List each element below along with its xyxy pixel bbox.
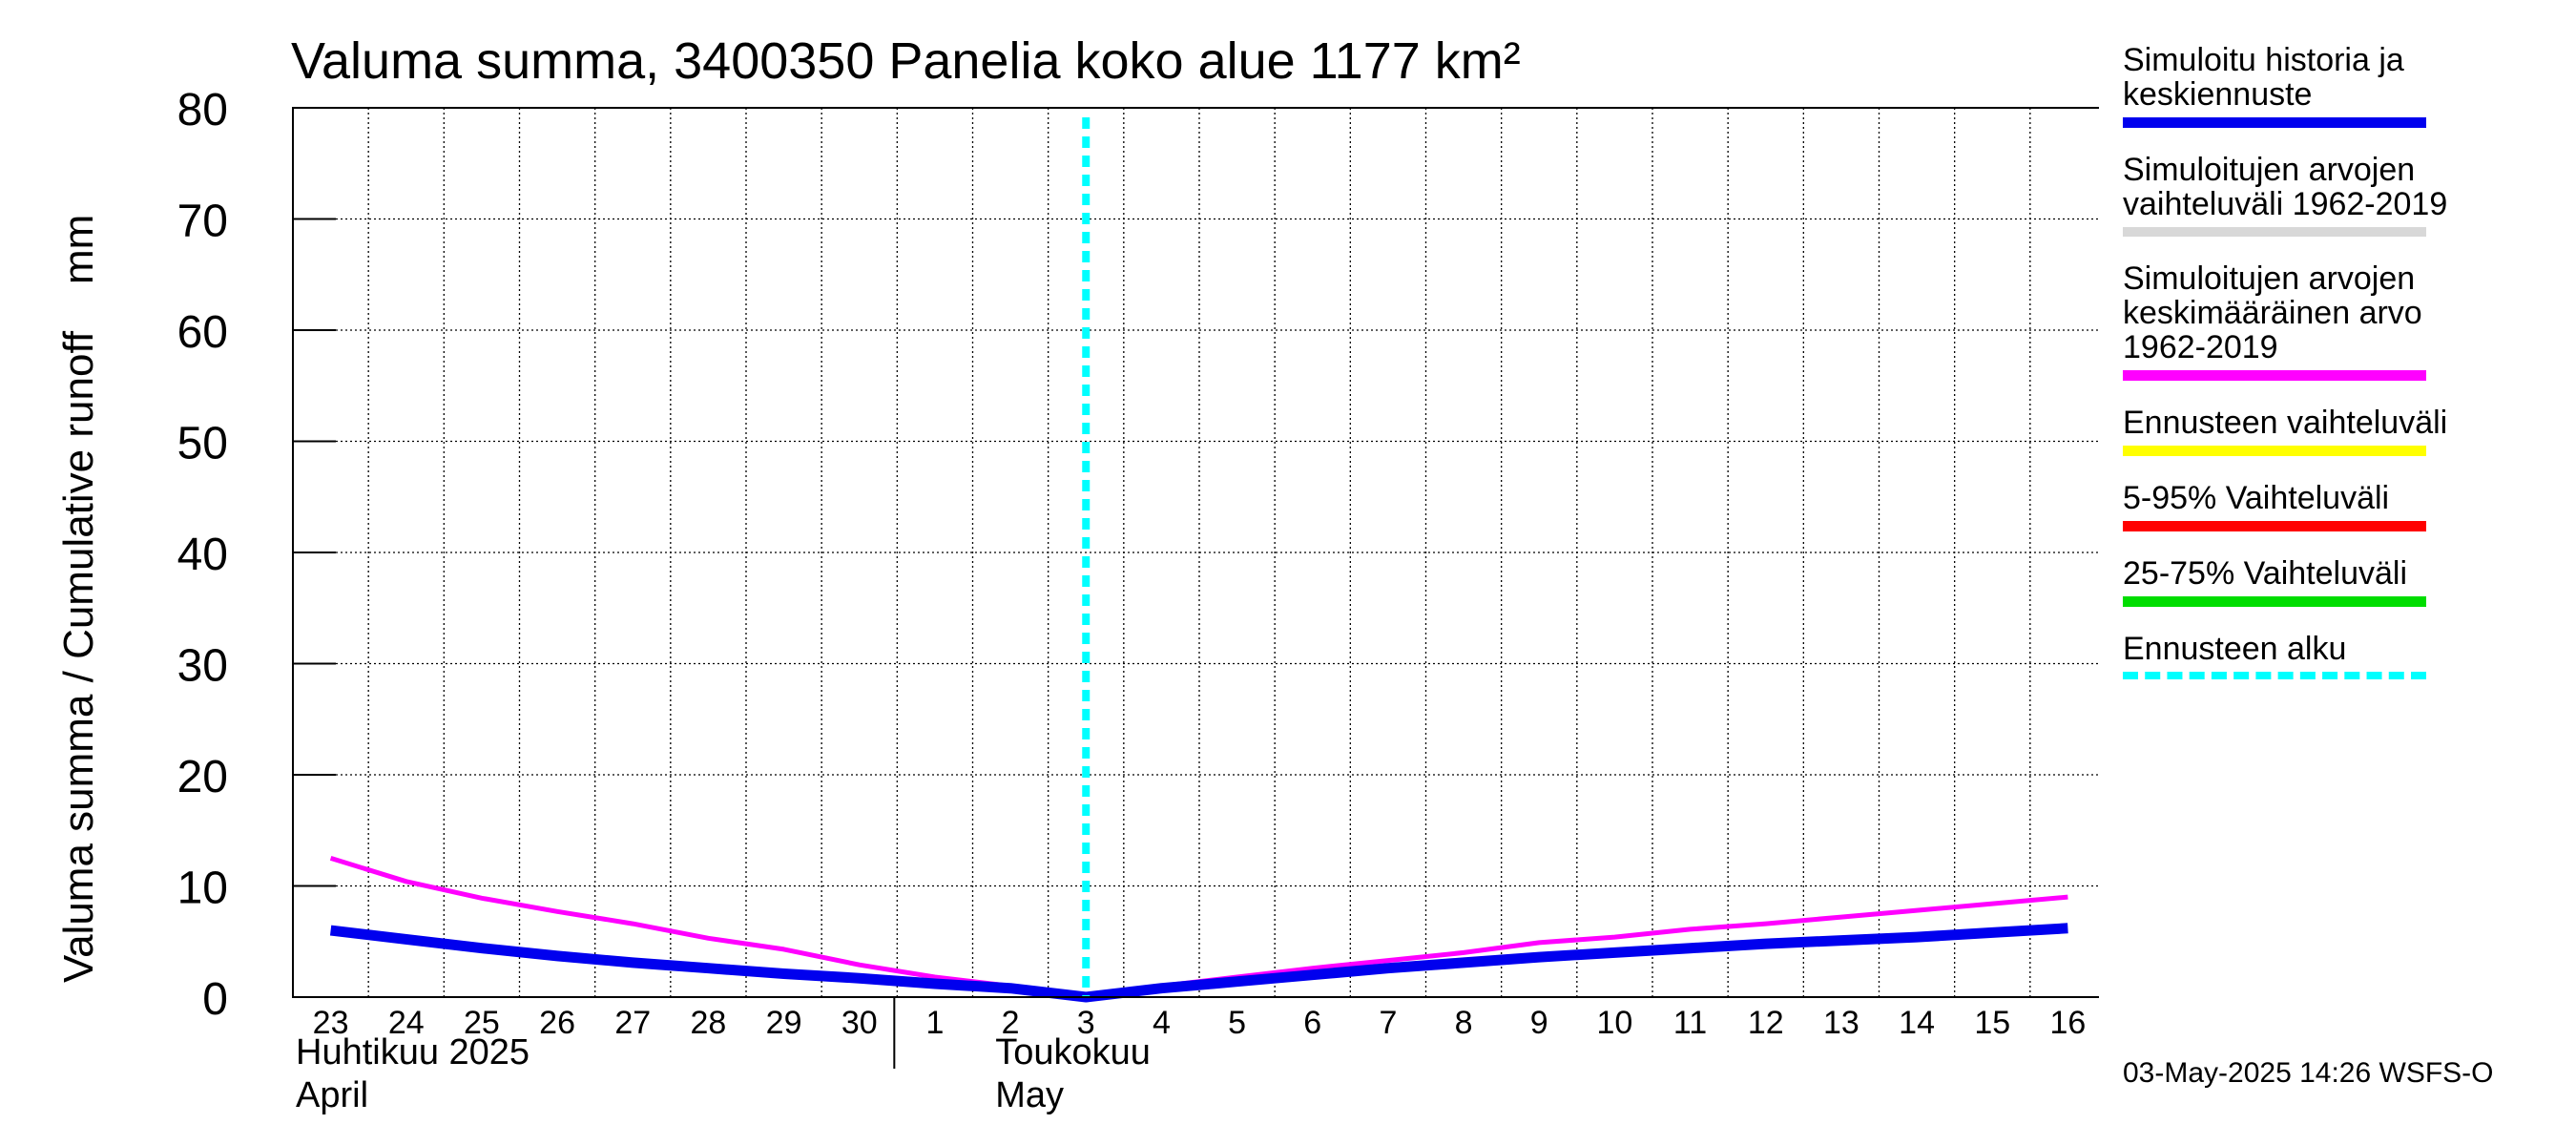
x-tick-label: 7 <box>1379 1005 1397 1041</box>
legend-swatch <box>2123 446 2426 456</box>
legend-label: Simuloitu historia ja keskiennuste <box>2123 42 2404 113</box>
timestamp-footer: 03-May-2025 14:26 WSFS-O <box>2123 1057 2494 1089</box>
x-tick-label: 13 <box>1823 1005 1859 1041</box>
y-tick-label: 70 <box>177 197 228 247</box>
legend-item-mean_hist: Simuloitujen arvojen keskimääräinen arvo… <box>2123 261 2543 381</box>
legend-item-range_hist: Simuloitujen arvojen vaihteluväli 1962-2… <box>2123 153 2543 237</box>
x-tick-label: 6 <box>1303 1005 1321 1041</box>
x-tick-label: 23 <box>313 1005 349 1041</box>
month-label: Huhtikuu 2025 <box>296 1032 530 1072</box>
y-tick-label: 20 <box>177 752 228 802</box>
legend-swatch <box>2123 521 2426 531</box>
y-tick-label: 50 <box>177 419 228 469</box>
chart-title: Valuma summa, 3400350 Panelia koko alue … <box>291 32 1521 90</box>
y-tick-label: 0 <box>202 974 228 1025</box>
x-tick-label: 24 <box>388 1005 425 1041</box>
x-tick-label: 12 <box>1748 1005 1784 1041</box>
legend-label: Ennusteen alku <box>2123 631 2347 667</box>
legend-item-forecast_range: Ennusteen vaihteluväli <box>2123 406 2543 456</box>
legend-label: 5-95% Vaihteluväli <box>2123 480 2390 516</box>
legend-swatch <box>2123 227 2426 237</box>
month-label: Toukokuu <box>995 1032 1151 1072</box>
legend-label: 25-75% Vaihteluväli <box>2123 555 2407 592</box>
grid <box>292 107 2099 998</box>
x-tick-label: 15 <box>1974 1005 2010 1041</box>
x-tick-label: 5 <box>1228 1005 1246 1041</box>
legend-item-history: Simuloitu historia ja keskiennuste <box>2123 43 2543 128</box>
x-tick-label: 14 <box>1899 1005 1935 1041</box>
legend-label: Simuloitujen arvojen vaihteluväli 1962-2… <box>2123 152 2448 222</box>
legend-item-p5_95: 5-95% Vaihteluväli <box>2123 481 2543 531</box>
x-tick-label: 26 <box>539 1005 575 1041</box>
x-tick-label: 8 <box>1455 1005 1473 1041</box>
legend-swatch <box>2123 672 2426 679</box>
x-tick-label: 25 <box>464 1005 500 1041</box>
legend-label: Ennusteen vaihteluväli <box>2123 405 2448 441</box>
x-tick-label: 4 <box>1153 1005 1171 1041</box>
legend-label: Simuloitujen arvojen keskimääräinen arvo… <box>2123 260 2422 365</box>
y-axis-label: Valuma summa / Cumulative runoff mm <box>55 215 102 983</box>
y-tick-label: 30 <box>177 641 228 692</box>
y-tick-label: 80 <box>177 85 228 135</box>
x-tick-label: 16 <box>2050 1005 2087 1041</box>
legend-item-forecast_start: Ennusteen alku <box>2123 632 2543 679</box>
x-tick-label: 27 <box>614 1005 651 1041</box>
month-label-en: May <box>995 1075 1064 1115</box>
x-tick-label: 9 <box>1530 1005 1548 1041</box>
x-tick-label: 11 <box>1673 1005 1707 1041</box>
y-tick-label: 10 <box>177 864 228 914</box>
x-tick-label: 28 <box>691 1005 727 1041</box>
series-history-line <box>329 923 2068 1003</box>
legend: Simuloitu historia ja keskiennuste Simulo… <box>2123 43 2543 704</box>
legend-swatch <box>2123 596 2426 607</box>
lines <box>329 117 2068 1003</box>
x-tick-label: 30 <box>841 1005 878 1041</box>
x-tick-label: 2 <box>1002 1005 1020 1041</box>
axes <box>292 107 2099 1069</box>
y-tick-label: 60 <box>177 307 228 358</box>
x-tick-label: 29 <box>766 1005 802 1041</box>
month-label-en: April <box>296 1075 368 1115</box>
legend-swatch <box>2123 117 2426 128</box>
x-tick-label: 10 <box>1597 1005 1633 1041</box>
x-tick-label: 1 <box>925 1005 944 1041</box>
legend-swatch <box>2123 370 2426 381</box>
x-tick-label: 3 <box>1077 1005 1095 1041</box>
y-tick-label: 40 <box>177 530 228 580</box>
legend-item-p25_75: 25-75% Vaihteluväli <box>2123 556 2543 607</box>
